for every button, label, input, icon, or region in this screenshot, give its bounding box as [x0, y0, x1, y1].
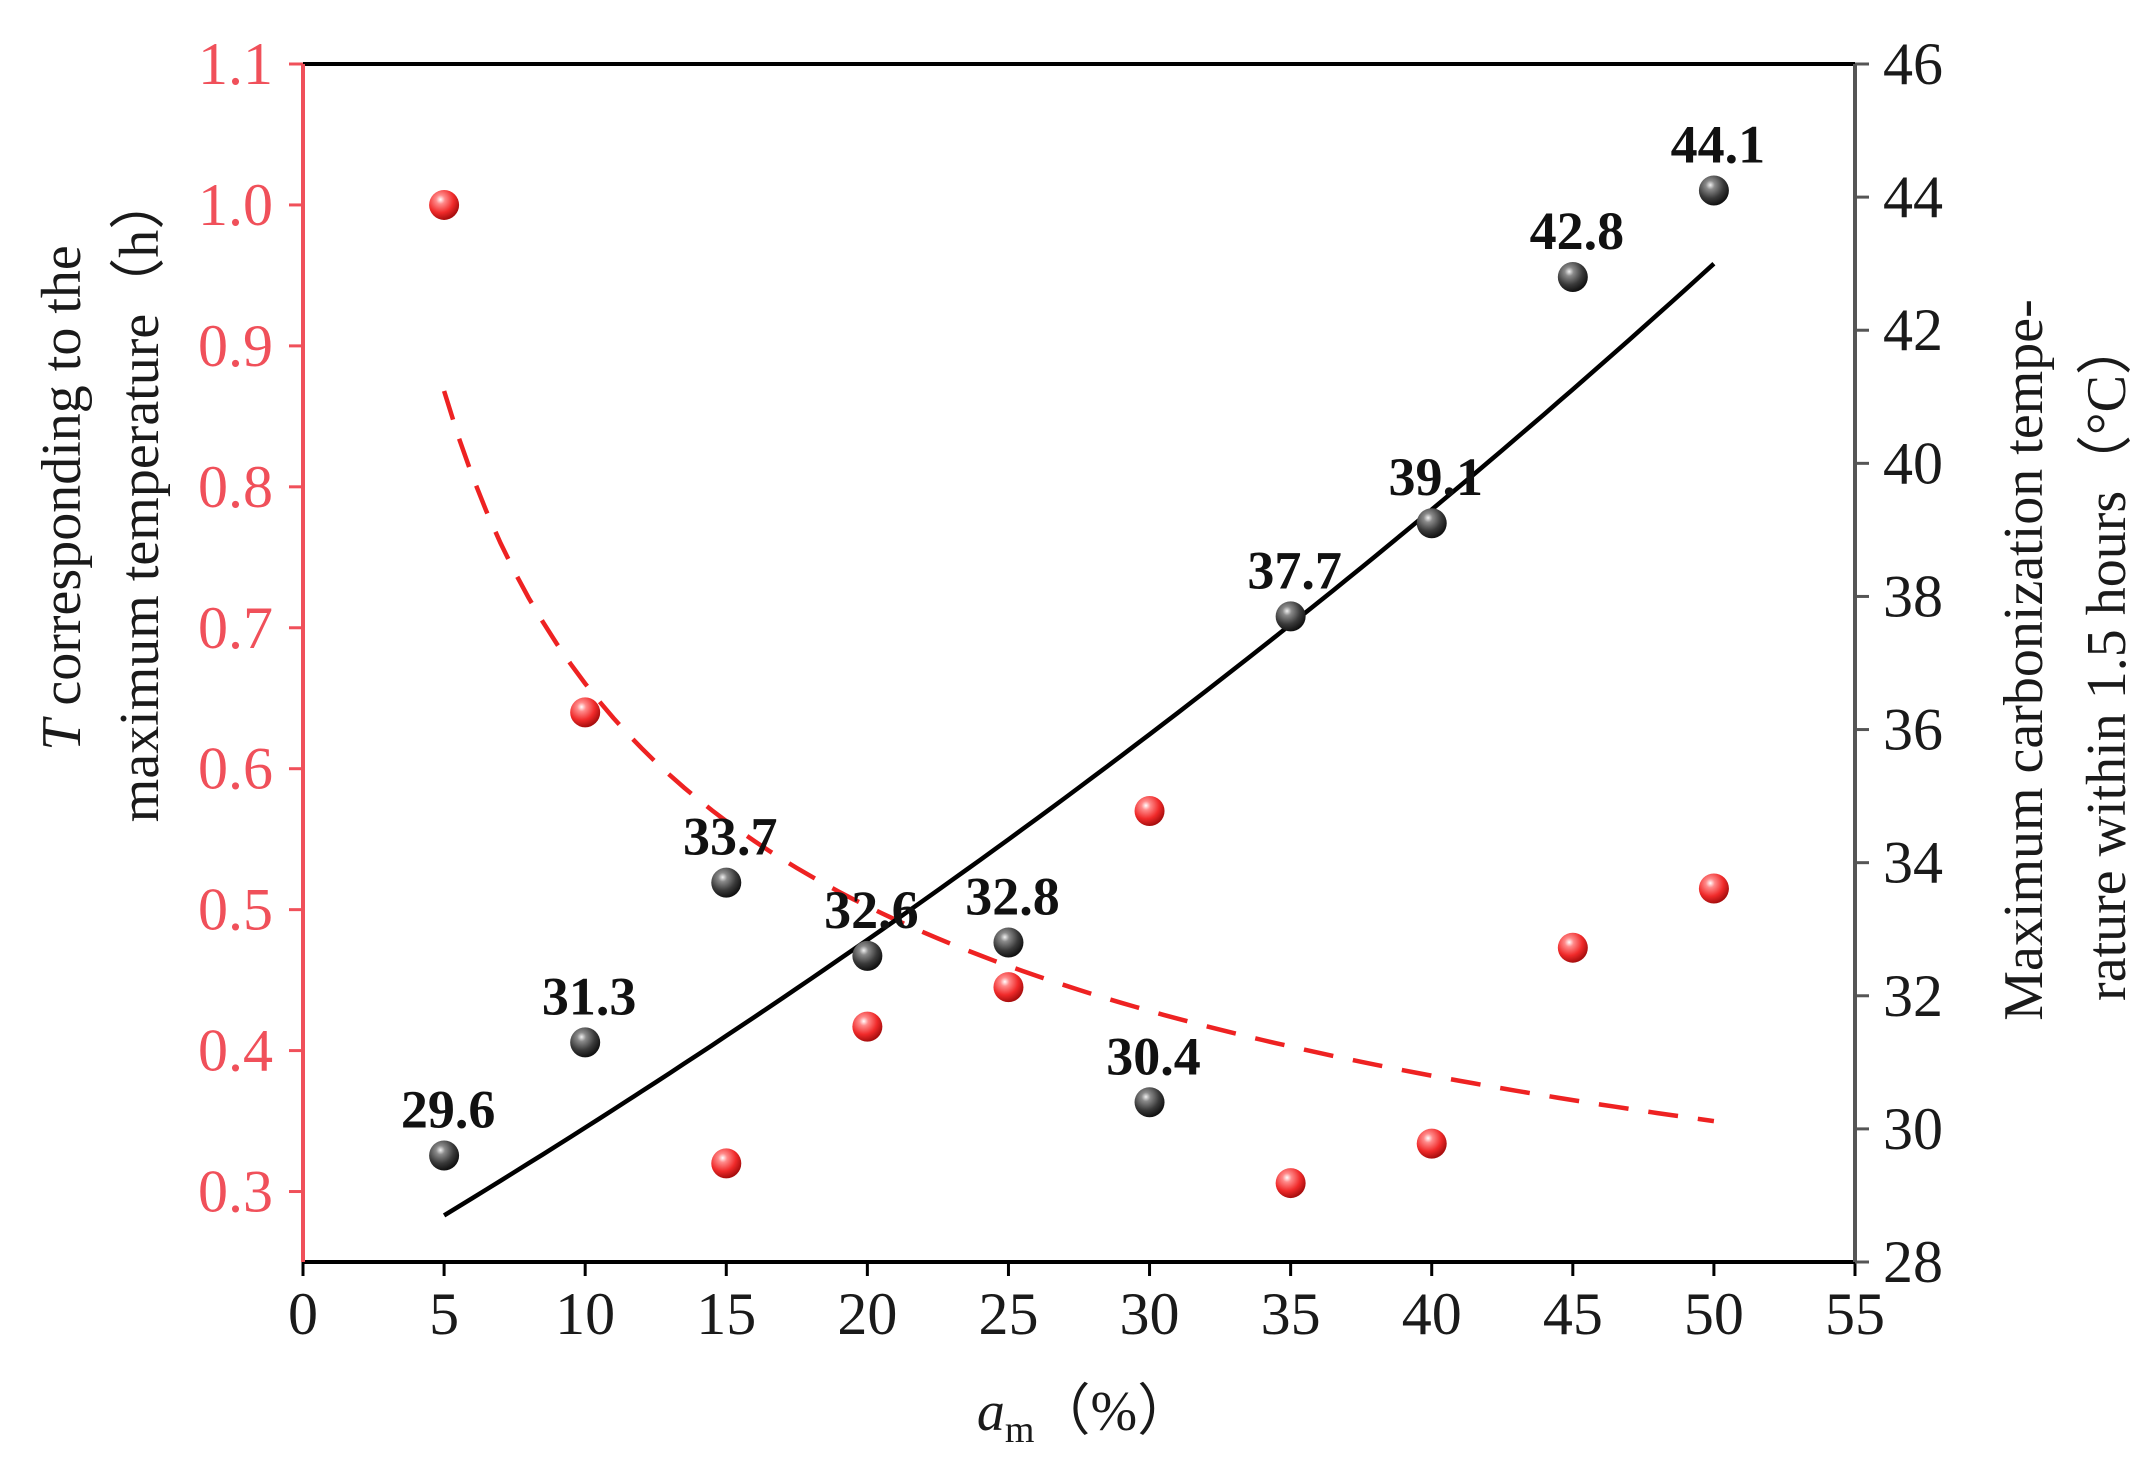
fit-lines [441, 262, 1716, 1218]
x-tick-label: 50 [1684, 1281, 1744, 1347]
y-right-tick-label: 28 [1883, 1229, 1943, 1295]
red-data-point [1698, 873, 1729, 904]
red-data-point [1557, 932, 1588, 963]
x-tick-label: 0 [288, 1281, 318, 1347]
data-label: 42.8 [1530, 201, 1625, 261]
y-left-tick-label: 0.9 [198, 313, 273, 379]
x-tick-label: 55 [1825, 1281, 1885, 1347]
gray-data-point [570, 1027, 601, 1058]
red-data-point [1275, 1168, 1306, 1199]
x-axis-title: am（%） [977, 1381, 1193, 1451]
data-points [429, 175, 1729, 1199]
gray-data-point [993, 927, 1024, 958]
red-data-point [1416, 1128, 1447, 1159]
gray-data-point [1557, 261, 1588, 292]
y-left-tick-label: 0.7 [198, 595, 273, 661]
y-right-tick-label: 44 [1883, 164, 1943, 230]
y-right-tick-label: 40 [1883, 430, 1943, 496]
x-tick-label: 30 [1120, 1281, 1180, 1347]
black-fit-curve [442, 262, 1716, 1218]
y-right-axis-title: Maximum carbonization tempe- [1993, 299, 2055, 1021]
x-tick-label: 10 [555, 1281, 615, 1347]
y-left-tick-label: 1.0 [198, 172, 273, 238]
y-left-axis-title-line2: maximum temperature（h） [109, 174, 171, 822]
red-fit-curve [441, 390, 1715, 1124]
red-data-point [711, 1148, 742, 1179]
x-tick-label: 35 [1261, 1281, 1321, 1347]
y-right-tick-label: 38 [1883, 563, 1943, 629]
plot-frame [289, 62, 1869, 1276]
y-left-tick-label: 0.8 [198, 454, 273, 520]
red-data-point [570, 697, 601, 728]
y-left-tick-label: 0.6 [198, 736, 273, 802]
tick-labels: 0 5 10 15 20 25 30 35 40 45 50 55 0.3 0.4 0.5 0.6 0.7 0.8… [198, 31, 1943, 1347]
y-right-tick-label: 36 [1883, 697, 1943, 763]
y-left-tick-label: 0.4 [198, 1018, 273, 1084]
gray-data-point [1416, 508, 1447, 539]
red-data-point [993, 972, 1024, 1003]
data-label: 29.6 [401, 1080, 496, 1140]
data-label: 31.3 [542, 966, 637, 1026]
y-left-tick-label: 0.5 [198, 877, 273, 943]
y-right-tick-label: 30 [1883, 1096, 1943, 1162]
gray-data-point [1134, 1087, 1165, 1118]
red-data-point [429, 189, 460, 220]
gray-data-point [429, 1140, 460, 1171]
x-tick-label: 40 [1402, 1281, 1462, 1347]
y-left-tick-label: 1.1 [198, 31, 273, 97]
y-right-tick-label: 46 [1883, 31, 1943, 97]
data-label: 44.1 [1671, 114, 1766, 174]
data-label: 30.4 [1106, 1026, 1201, 1086]
data-label: 39.1 [1388, 447, 1483, 507]
y-left-axis-title: T corresponding to the [31, 245, 93, 751]
gray-data-point [1275, 601, 1306, 632]
y-right-tick-label: 42 [1883, 297, 1943, 363]
data-label: 37.7 [1247, 540, 1342, 600]
red-data-point [852, 1011, 883, 1042]
data-label: 32.8 [965, 867, 1060, 927]
y-right-axis-title-line2: rature within 1.5 hours（°C） [2076, 319, 2138, 1001]
x-tick-label: 25 [978, 1281, 1038, 1347]
red-data-point [1134, 795, 1165, 826]
y-right-tick-label: 34 [1883, 830, 1943, 896]
gray-data-point [852, 940, 883, 971]
x-tick-label: 20 [837, 1281, 897, 1347]
data-label: 32.6 [824, 880, 919, 940]
data-labels: 29.6 31.3 33.7 32.6 32.8 30.4 37.7 39.1 42.8 44.1 [401, 114, 1765, 1139]
gray-data-point [1698, 175, 1729, 206]
y-right-tick-label: 32 [1883, 963, 1943, 1029]
data-label: 33.7 [683, 807, 778, 867]
x-tick-label: 5 [429, 1281, 459, 1347]
y-left-tick-label: 0.3 [198, 1159, 273, 1225]
x-tick-label: 15 [696, 1281, 756, 1347]
gray-data-point [711, 867, 742, 898]
x-tick-label: 45 [1543, 1281, 1603, 1347]
